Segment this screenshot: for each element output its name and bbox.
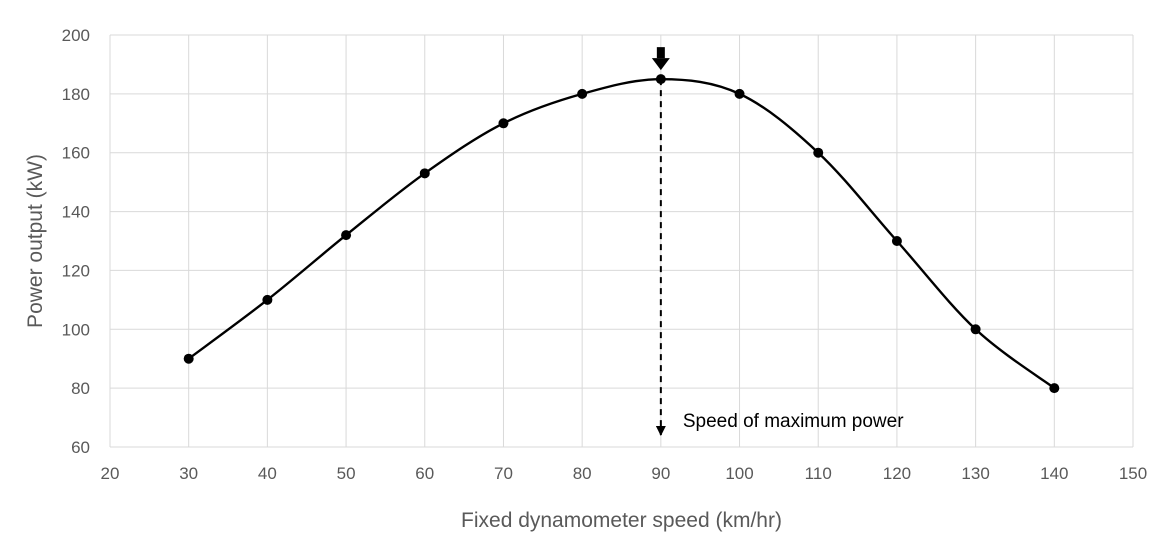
data-point bbox=[813, 147, 824, 158]
y-axis-title: Power output (kW) bbox=[24, 154, 47, 328]
x-tick-label: 20 bbox=[101, 464, 120, 483]
x-tick-label: 70 bbox=[494, 464, 513, 483]
data-point bbox=[419, 168, 430, 179]
series-line bbox=[187, 77, 1056, 390]
y-tick-label: 60 bbox=[71, 438, 90, 457]
annotation-label: Speed of maximum power bbox=[683, 411, 904, 432]
x-tick-label: 130 bbox=[961, 464, 989, 483]
y-tick-label: 180 bbox=[62, 85, 90, 104]
x-tick-label: 40 bbox=[258, 464, 277, 483]
data-point bbox=[341, 230, 352, 241]
y-tick-label: 200 bbox=[62, 26, 90, 45]
data-point bbox=[970, 324, 981, 335]
x-tick-label: 30 bbox=[179, 464, 198, 483]
data-point bbox=[577, 88, 588, 99]
peak-arrowhead-icon bbox=[651, 58, 670, 71]
y-tick-label: 120 bbox=[62, 261, 90, 280]
x-tick-label: 80 bbox=[573, 464, 592, 483]
tick-labels: 20 30 40 50 60 70 80 90 100 110 120 130 140 150 60 80 10… bbox=[62, 26, 1148, 483]
y-tick-label: 100 bbox=[62, 320, 90, 339]
y-tick-label: 80 bbox=[71, 379, 90, 398]
x-tick-label: 50 bbox=[337, 464, 356, 483]
data-point bbox=[498, 118, 509, 129]
data-point bbox=[1049, 383, 1060, 394]
x-axis-title: Fixed dynamometer speed (km/hr) bbox=[461, 509, 782, 532]
annotation: Speed of maximum power bbox=[651, 47, 904, 436]
data-point bbox=[655, 74, 666, 85]
peak-arrow-icon bbox=[656, 47, 665, 59]
data-point bbox=[262, 294, 273, 305]
x-tick-label: 100 bbox=[725, 464, 753, 483]
x-tick-label: 60 bbox=[415, 464, 434, 483]
x-tick-label: 120 bbox=[883, 464, 911, 483]
data-point bbox=[183, 353, 194, 364]
data-point bbox=[734, 88, 745, 99]
x-tick-label: 110 bbox=[805, 464, 832, 483]
data-point bbox=[891, 236, 902, 246]
x-tick-label: 90 bbox=[651, 464, 670, 483]
x-tick-label: 140 bbox=[1040, 464, 1068, 483]
gridlines bbox=[109, 34, 1134, 448]
x-tick-label: 150 bbox=[1119, 464, 1147, 483]
y-tick-label: 140 bbox=[62, 203, 90, 222]
y-tick-label: 160 bbox=[62, 144, 90, 163]
data-points bbox=[183, 74, 1060, 394]
